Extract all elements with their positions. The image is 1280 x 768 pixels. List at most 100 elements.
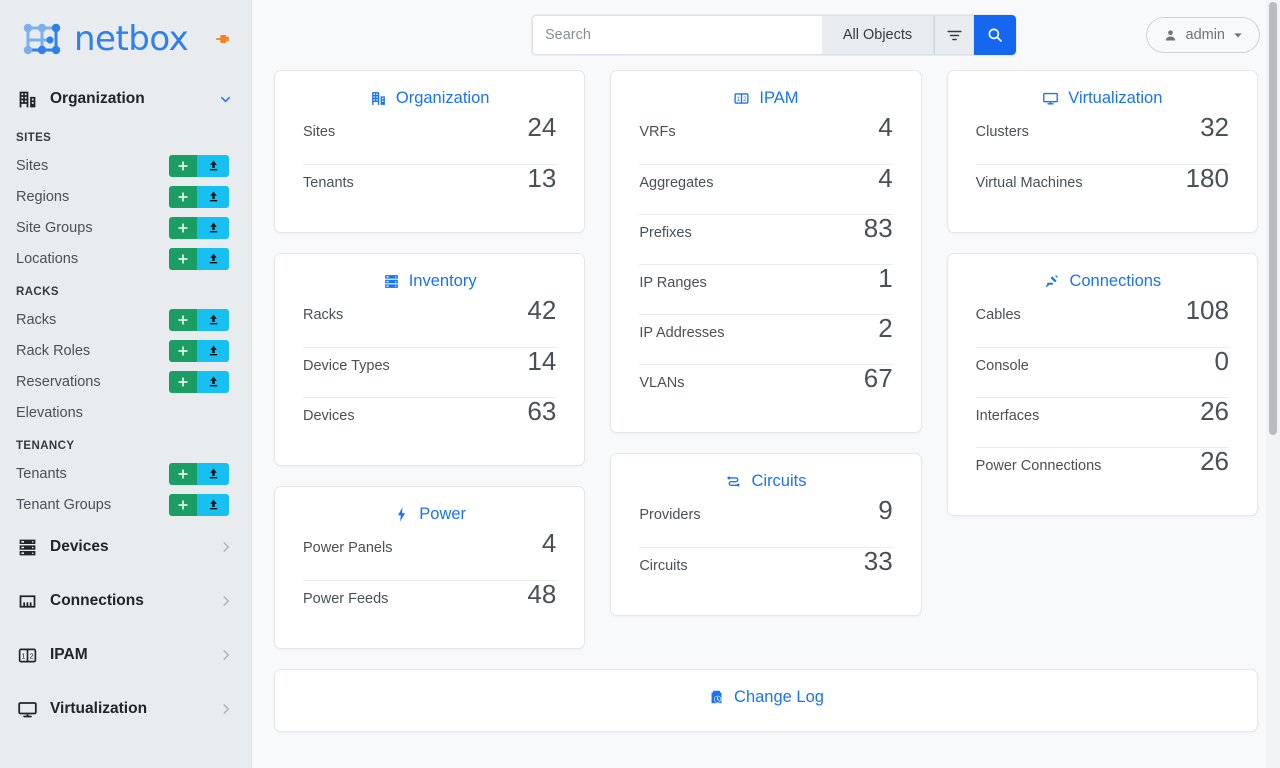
stat-row[interactable]: Virtual Machines 180 [975,164,1229,214]
sidebar-item-tenant-groups[interactable]: Tenant Groups [0,489,251,520]
sidebar-group-virtualization[interactable]: Virtualization [0,682,251,736]
stat-value: 26 [1200,396,1229,426]
sidebar-item-label: Site Groups [16,219,93,236]
search-bar: All Objects [532,15,1016,55]
card-power-title-link[interactable]: Power [293,501,566,530]
card-organization-title-link[interactable]: Organization [293,85,566,114]
chevron-right-icon[interactable] [219,594,233,608]
import-racks-button[interactable] [197,308,229,331]
import-tenants-button[interactable] [197,462,229,485]
stat-value: 0 [1214,346,1229,376]
sidebar-group-connections[interactable]: Connections [0,574,251,628]
import-reservations-button[interactable] [197,370,229,393]
stat-row[interactable]: IP Ranges 1 [639,264,893,314]
chevron-right-icon[interactable] [219,648,233,662]
add-racks-button[interactable] [169,308,197,331]
import-locations-button[interactable] [197,247,229,270]
sidebar-item-reservations[interactable]: Reservations [0,366,251,397]
stat-row[interactable]: Devices 63 [303,397,557,447]
sidebar-item-locations[interactable]: Locations [0,243,251,274]
chevron-down-icon[interactable] [218,92,233,107]
sidebar-item-label: Sites [16,157,49,174]
server-rack-icon [383,273,400,290]
search-button[interactable] [974,15,1016,55]
stat-row[interactable]: VRFs 4 [639,114,892,164]
add-site-groups-button[interactable] [169,216,197,239]
add-locations-button[interactable] [169,247,197,270]
sidebar-group-devices[interactable]: Devices [0,520,251,574]
sidebar-item-sites[interactable]: Sites [0,150,251,181]
stat-row[interactable]: Tenants 13 [303,164,557,214]
stat-label: VRFs [639,124,676,140]
stat-row[interactable]: Prefixes 83 [639,214,893,264]
stat-row[interactable]: Power Panels 4 [303,530,556,580]
stat-row[interactable]: IP Addresses 2 [639,313,893,364]
chevron-right-icon[interactable] [219,540,233,554]
add-tenant-groups-button[interactable] [169,493,197,516]
card-inventory-title-link[interactable]: Inventory [293,268,566,297]
chevron-right-icon[interactable] [219,702,233,716]
card-changelog: Change Log [274,669,1258,732]
card-changelog-title-link[interactable]: Change Log [293,684,1239,713]
stat-list: Cables 108 Console 0 Interfaces 26 Pow [966,297,1239,497]
import-sites-button[interactable] [197,154,229,177]
sidebar-item-racks[interactable]: Racks [0,304,251,335]
card-virtualization-title-link[interactable]: Virtualization [966,85,1239,114]
stat-value: 2 [878,313,893,343]
stat-row[interactable]: Clusters 32 [976,114,1229,164]
add-sites-button[interactable] [169,154,197,177]
user-menu-button[interactable]: admin [1145,17,1260,53]
card-circuits-title-link[interactable]: Circuits [629,468,902,497]
sidebar-actions [169,339,229,362]
sidebar-item-regions[interactable]: Regions [0,181,251,212]
stat-row[interactable]: Console 0 [975,346,1229,397]
scrollbar-thumb[interactable] [1269,2,1277,435]
card-connections-title-link[interactable]: Connections [966,268,1239,297]
card-ipam-title-link[interactable]: 1 2 IPAM [629,85,902,114]
stat-row[interactable]: Racks 42 [303,297,556,347]
add-tenants-button[interactable] [169,462,197,485]
filter-icon[interactable] [934,15,974,55]
stat-row[interactable]: Sites 24 [303,114,556,164]
stat-row[interactable]: Power Feeds 48 [303,580,557,630]
stat-row[interactable]: Cables 108 [976,297,1229,347]
import-rack-roles-button[interactable] [197,339,229,362]
add-regions-button[interactable] [169,185,197,208]
import-site-groups-button[interactable] [197,216,229,239]
sidebar-item-tenants[interactable]: Tenants [0,458,251,489]
stat-value: 26 [1200,446,1229,476]
stat-label: IP Ranges [639,275,707,291]
netbox-logo-icon[interactable] [18,16,70,62]
stat-label: Devices [303,408,355,424]
sidebar-item-label: Regions [16,188,70,205]
stat-row[interactable]: Power Connections 26 [975,446,1229,497]
pin-icon[interactable] [213,29,233,49]
sidebar-item-rack-roles[interactable]: Rack Roles [0,335,251,366]
sidebar-section-tenancy-label: TENANCY [16,440,75,452]
sidebar-group-organization[interactable]: Organization [0,78,251,120]
card-title-label: Change Log [734,688,824,706]
stat-row[interactable]: Providers 9 [639,497,892,547]
counter-icon: 1 2 [733,90,750,107]
stat-row[interactable]: Circuits 33 [639,547,893,597]
import-regions-button[interactable] [197,185,229,208]
stat-value: 32 [1200,112,1229,142]
sidebar-group-ipam[interactable]: 1 2 IPAM [0,628,251,682]
sidebar-item-elevations[interactable]: Elevations [0,397,251,428]
scrollbar-track[interactable] [1266,0,1280,768]
sidebar-group-label: IPAM [50,646,88,663]
sidebar-item-site-groups[interactable]: Site Groups [0,212,251,243]
card-title-label: Inventory [408,272,477,290]
stat-label: Console [975,358,1029,374]
stat-row[interactable]: Aggregates 4 [639,164,893,214]
card-ipam: 1 2 IPAM VRFs 4 Aggregates [610,70,922,433]
object-type-selector[interactable]: All Objects [822,15,934,55]
brand-name[interactable]: netbox [74,19,189,59]
stat-row[interactable]: Interfaces 26 [975,396,1229,447]
stat-row[interactable]: VLANs 67 [639,364,893,414]
add-reservations-button[interactable] [169,370,197,393]
search-input[interactable] [532,15,822,55]
import-tenant-groups-button[interactable] [197,493,229,516]
stat-row[interactable]: Device Types 14 [303,347,557,397]
add-rack-roles-button[interactable] [169,339,197,362]
